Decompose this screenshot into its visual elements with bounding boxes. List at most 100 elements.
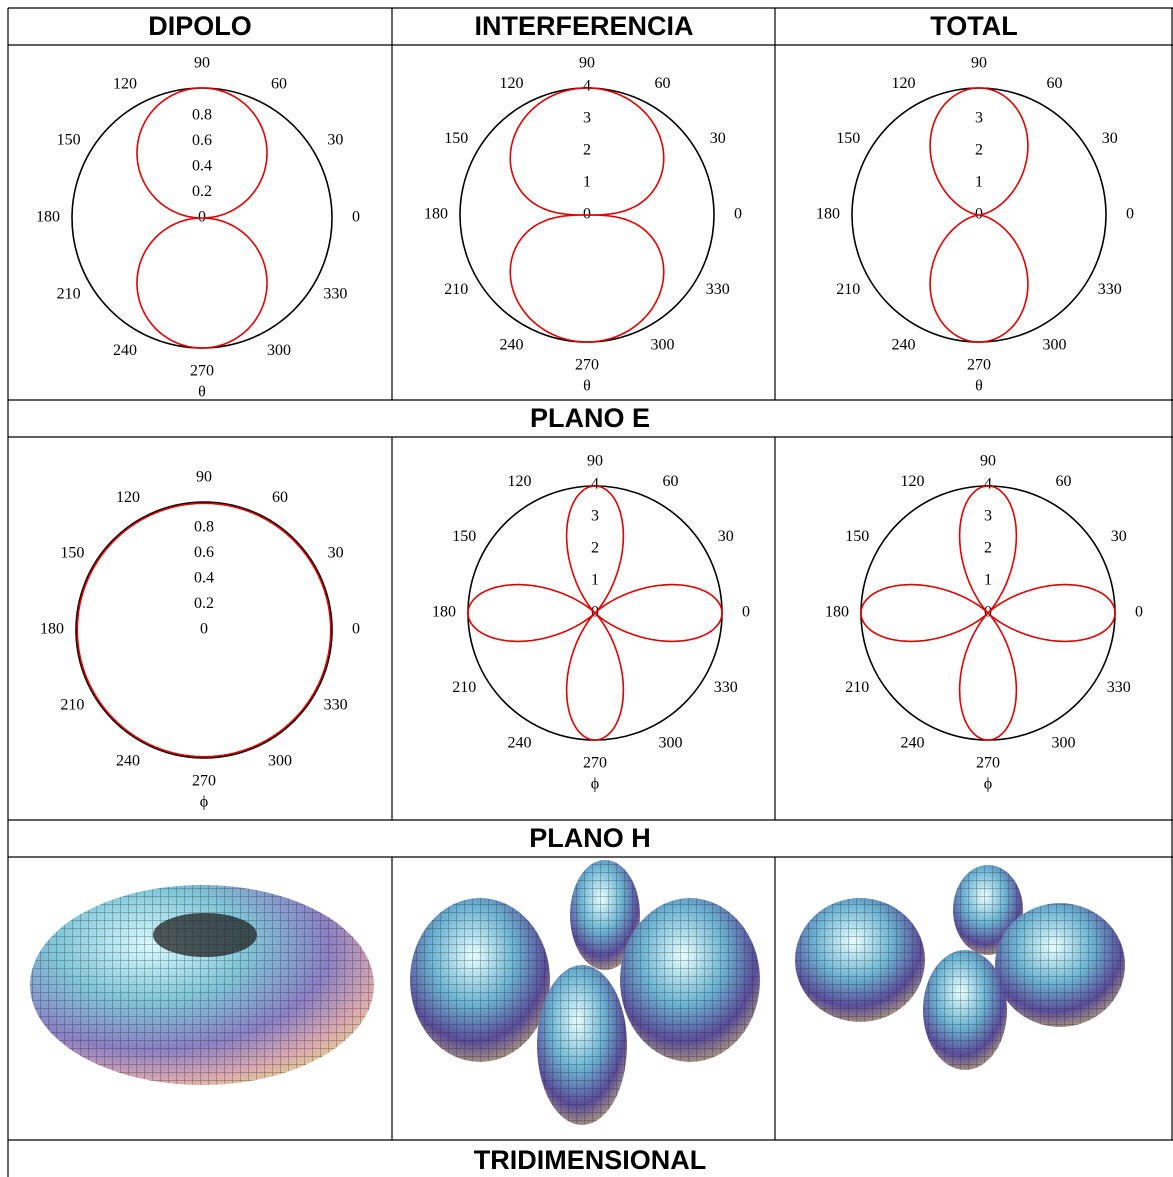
angle-label: 120: [508, 473, 532, 490]
angle-label: 90: [971, 55, 987, 72]
radial-label: 0.6: [194, 544, 214, 561]
angle-label: 210: [60, 697, 84, 714]
variable-label: θ: [975, 378, 983, 395]
angle-label: 150: [836, 130, 860, 147]
angle-label: 270: [575, 357, 599, 374]
variable-label: ϕ: [984, 776, 992, 793]
angle-label: 270: [190, 363, 214, 380]
angle-label: 90: [980, 453, 996, 470]
pattern-curve: [137, 88, 267, 348]
angle-label: 150: [845, 528, 869, 545]
angle-label: 180: [825, 604, 849, 621]
angle-label: 90: [587, 453, 603, 470]
column-header: DIPOLO: [148, 11, 252, 41]
radial-label: 0.8: [192, 107, 212, 124]
angle-label: 270: [192, 773, 216, 790]
angle-label: 240: [901, 734, 925, 751]
radial-label: 2: [591, 540, 599, 557]
total-3d: [795, 865, 1125, 1070]
angle-label: 0: [742, 604, 750, 621]
angle-label: 120: [113, 75, 137, 92]
angle-label: 180: [424, 206, 448, 223]
angle-label: 300: [268, 752, 292, 769]
angle-label: 120: [901, 473, 925, 490]
angle-label: 300: [267, 342, 291, 359]
radial-label: 2: [583, 142, 591, 159]
radial-label: 3: [975, 110, 983, 127]
angle-label: 180: [816, 206, 840, 223]
angle-label: 300: [1052, 734, 1076, 751]
section-label: PLANO E: [530, 403, 650, 433]
angle-label: 150: [452, 528, 476, 545]
radial-label: 1: [975, 174, 983, 191]
angle-label: 210: [452, 679, 476, 696]
angle-label: 210: [444, 281, 468, 298]
angle-label: 60: [1047, 75, 1063, 92]
angle-label: 240: [500, 336, 524, 353]
angle-label: 90: [194, 55, 210, 72]
column-header: TOTAL: [930, 11, 1018, 41]
angle-label: 30: [1111, 528, 1127, 545]
radial-label: 1: [583, 174, 591, 191]
angle-label: 0: [1126, 206, 1134, 223]
angle-label: 240: [892, 336, 916, 353]
angle-label: 30: [327, 132, 343, 149]
angle-label: 150: [444, 130, 468, 147]
angle-label: 60: [655, 75, 671, 92]
variable-label: ϕ: [591, 776, 599, 793]
radial-label: 0.2: [194, 595, 214, 612]
angle-label: 60: [1056, 473, 1072, 490]
radial-label: 3: [984, 508, 992, 525]
section-label: PLANO H: [529, 823, 651, 853]
angle-label: 90: [196, 469, 212, 486]
angle-label: 150: [60, 545, 84, 562]
angle-label: 330: [323, 286, 347, 303]
radial-label: 0.4: [192, 158, 212, 175]
radial-label: 0.8: [194, 519, 214, 536]
radial-label: 1: [591, 572, 599, 589]
angle-label: 120: [116, 489, 140, 506]
radial-label: 4: [583, 78, 591, 95]
dipole-3d: [30, 885, 374, 1085]
interference-3d: [410, 860, 760, 1125]
angle-label: 0: [1135, 604, 1143, 621]
angle-label: 90: [579, 55, 595, 72]
angle-label: 270: [976, 755, 1000, 772]
angle-label: 270: [967, 357, 991, 374]
angle-label: 180: [40, 621, 64, 638]
radial-label: 4: [591, 476, 599, 493]
angle-label: 30: [718, 528, 734, 545]
angle-label: 240: [508, 734, 532, 751]
angle-label: 30: [1102, 130, 1118, 147]
angle-label: 270: [583, 755, 607, 772]
angle-label: 180: [36, 209, 60, 226]
angle-label: 30: [710, 130, 726, 147]
radial-label: 0.2: [192, 183, 212, 200]
angle-label: 120: [892, 75, 916, 92]
radial-label: 0.4: [194, 570, 214, 587]
angle-label: 300: [651, 336, 675, 353]
angle-label: 60: [663, 473, 679, 490]
angle-label: 330: [324, 697, 348, 714]
radial-label: 0.6: [192, 132, 212, 149]
radial-label: 3: [591, 508, 599, 525]
angle-label: 60: [272, 489, 288, 506]
angle-label: 30: [328, 545, 344, 562]
angle-label: 0: [734, 206, 742, 223]
angle-label: 330: [1107, 679, 1131, 696]
radial-label: 0: [200, 621, 208, 638]
angle-label: 60: [271, 75, 287, 92]
angle-label: 330: [714, 679, 738, 696]
angle-label: 240: [116, 752, 140, 769]
angle-label: 330: [706, 281, 730, 298]
angle-label: 210: [845, 679, 869, 696]
radial-label: 4: [984, 476, 992, 493]
page: DIPOLO INTERFERENCIA TOTAL PLANO E PLANO…: [0, 0, 1173, 1177]
angle-label: 0: [352, 621, 360, 638]
angle-label: 300: [1043, 336, 1067, 353]
angle-label: 240: [113, 342, 137, 359]
radial-label: 1: [984, 572, 992, 589]
angle-label: 180: [432, 604, 456, 621]
radial-label: 3: [583, 110, 591, 127]
angle-label: 0: [352, 209, 360, 226]
